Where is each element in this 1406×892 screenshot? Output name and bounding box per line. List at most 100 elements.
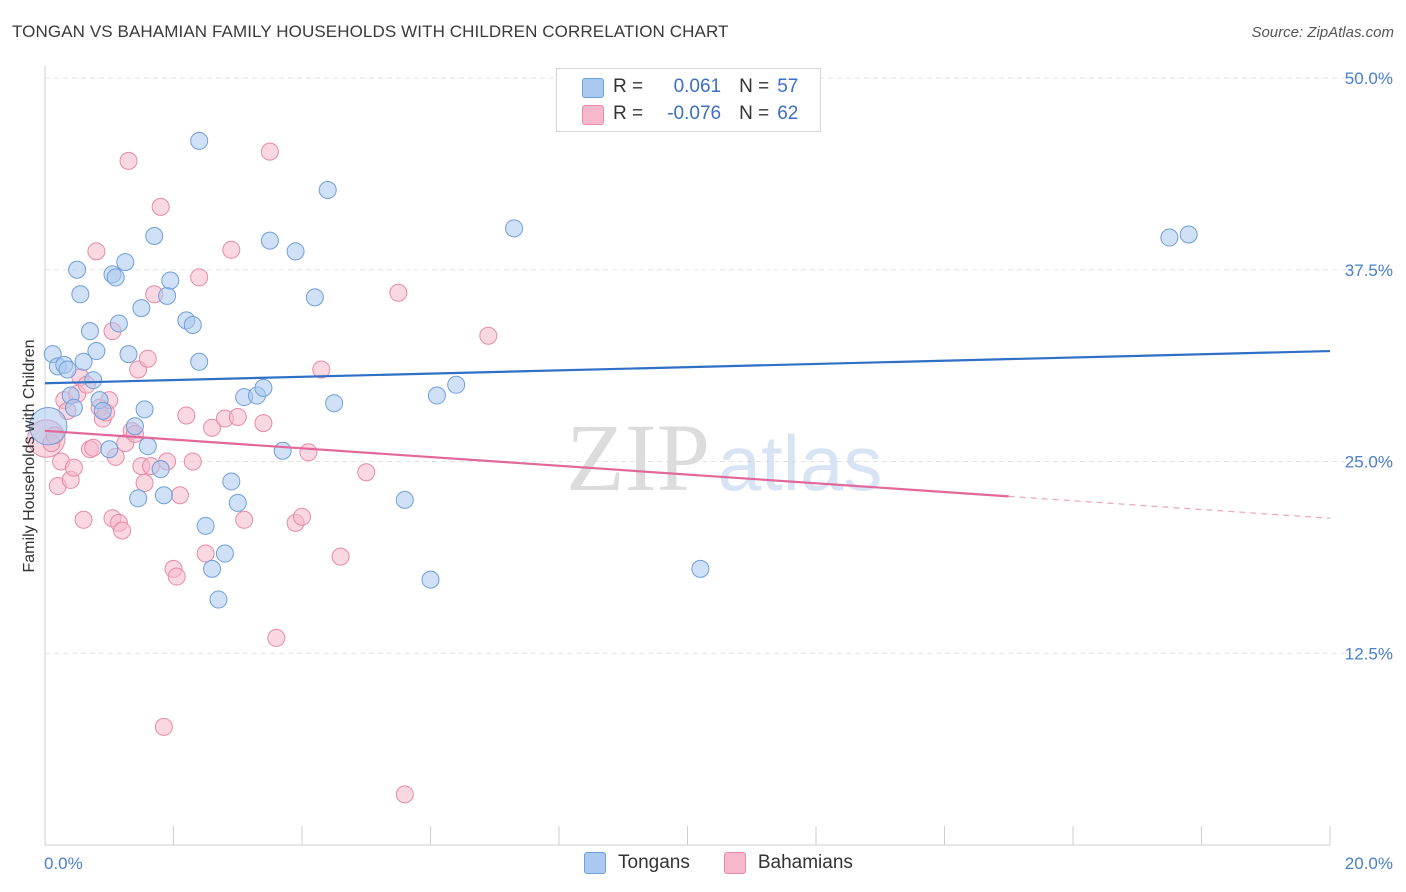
data-point: [72, 286, 89, 303]
data-point: [287, 243, 304, 260]
y-tick-label: 12.5%: [1345, 644, 1393, 663]
data-point: [268, 629, 285, 646]
data-point: [69, 261, 86, 278]
data-point: [120, 152, 137, 169]
data-point: [107, 269, 124, 286]
data-point: [191, 132, 208, 149]
data-point: [152, 198, 169, 215]
data-point: [300, 444, 317, 461]
data-point: [236, 511, 253, 528]
y-axis-label: Family Households with Children: [21, 340, 38, 573]
scatter-chart: ZIP atlas 12.5%25.0%37.5%50.0%0.0% 20.0% …: [0, 0, 1406, 892]
data-point: [178, 407, 195, 424]
data-point: [81, 323, 98, 340]
legend-row-tongans: R = 0.061 N = 57: [583, 74, 798, 100]
data-point: [85, 439, 102, 456]
legend-n-label: N =: [739, 76, 769, 98]
legend-n-value: 62: [777, 103, 798, 125]
data-point: [396, 491, 413, 508]
data-point: [88, 343, 105, 360]
data-point: [101, 441, 118, 458]
data-point: [319, 181, 336, 198]
data-point: [210, 591, 227, 608]
data-point: [65, 399, 82, 416]
legend-r-label: R =: [613, 76, 643, 98]
data-point: [274, 442, 291, 459]
data-point: [162, 272, 179, 289]
data-point: [223, 241, 240, 258]
data-point: [326, 395, 343, 412]
legend-label: Bahamians: [758, 852, 853, 874]
data-point: [152, 461, 169, 478]
data-point: [94, 402, 111, 419]
watermark-zip: ZIP: [566, 404, 710, 511]
y-tick-label: 25.0%: [1345, 453, 1393, 472]
trend-line-extension: [1009, 496, 1330, 518]
data-point: [480, 327, 497, 344]
data-point: [184, 316, 201, 333]
data-point: [1161, 229, 1178, 246]
legend-swatch-blue: [584, 852, 606, 874]
legend-r-label: R =: [613, 103, 643, 125]
data-point: [155, 718, 172, 735]
data-point: [171, 487, 188, 504]
data-point: [255, 415, 272, 432]
legend-row-bahamians: R = -0.076 N = 62: [583, 101, 798, 127]
trend-line: [45, 351, 1330, 383]
data-point: [184, 453, 201, 470]
data-point: [358, 464, 375, 481]
data-point: [396, 786, 413, 803]
data-point: [110, 315, 127, 332]
legend-swatch-pink: [724, 852, 746, 874]
data-point: [155, 487, 172, 504]
stats-legend: R = 0.061 N = 57 R = -0.076 N = 62: [556, 68, 821, 132]
data-point: [506, 220, 523, 237]
data-point: [204, 560, 221, 577]
data-point: [229, 494, 246, 511]
legend-swatch-blue: [582, 78, 604, 98]
data-point: [255, 379, 272, 396]
data-point: [197, 517, 214, 534]
data-point: [133, 300, 150, 317]
data-point: [191, 353, 208, 370]
data-point: [692, 560, 709, 577]
data-point: [120, 346, 137, 363]
data-point: [159, 287, 176, 304]
data-point: [126, 418, 143, 435]
data-point: [216, 545, 233, 562]
data-point: [191, 269, 208, 286]
watermark: ZIP atlas: [566, 404, 882, 511]
x-tick-label: 0.0%: [44, 854, 83, 873]
data-point: [332, 548, 349, 565]
legend-item-bahamians[interactable]: Bahamians: [724, 852, 853, 874]
data-point: [85, 372, 102, 389]
data-point: [114, 522, 131, 539]
data-point: [1180, 226, 1197, 243]
data-point: [65, 459, 82, 476]
data-point: [229, 409, 246, 426]
data-point: [168, 568, 185, 585]
data-point: [422, 571, 439, 588]
data-point: [306, 289, 323, 306]
y-tick-label: 50.0%: [1345, 69, 1393, 88]
data-point: [448, 376, 465, 393]
legend-item-tongans[interactable]: Tongans: [584, 852, 690, 874]
series-legend: Tongans Bahamians: [584, 852, 887, 874]
legend-r-value: -0.076: [649, 103, 721, 125]
y-tick-label: 37.5%: [1345, 261, 1393, 280]
data-point: [139, 438, 156, 455]
legend-swatch-pink: [582, 105, 604, 125]
data-point: [261, 232, 278, 249]
data-point: [88, 243, 105, 260]
legend-n-label: N =: [739, 103, 769, 125]
data-point: [294, 508, 311, 525]
data-point: [197, 545, 214, 562]
series-tongans: [30, 132, 1198, 608]
data-point: [117, 254, 134, 271]
data-point: [130, 490, 147, 507]
watermark-atlas: atlas: [718, 419, 883, 507]
data-point: [223, 473, 240, 490]
legend-n-value: 57: [777, 76, 798, 98]
data-point: [139, 350, 156, 367]
data-point: [428, 387, 445, 404]
